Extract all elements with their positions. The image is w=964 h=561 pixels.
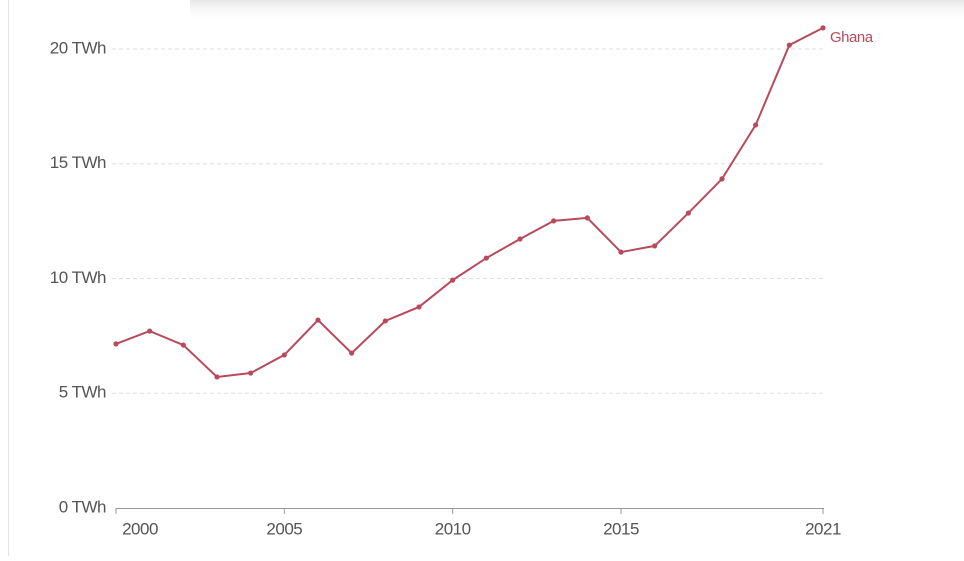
y-tick-label: 0 TWh	[59, 497, 106, 516]
point	[416, 304, 422, 310]
card-shadow	[190, 0, 964, 22]
x-tick-label: 2010	[435, 519, 471, 538]
series-label: Ghana	[830, 29, 874, 46]
y-tick-label: 10 TWh	[50, 268, 106, 287]
y-tick-label: 15 TWh	[50, 153, 106, 172]
point	[820, 25, 826, 31]
point	[349, 350, 355, 356]
point	[214, 374, 220, 380]
x-tick-label: 2005	[266, 519, 302, 538]
point	[652, 243, 658, 249]
point	[584, 215, 590, 221]
y-tick-label: 20 TWh	[50, 38, 106, 57]
point	[483, 255, 489, 261]
point	[315, 317, 321, 323]
point	[113, 341, 119, 347]
point	[786, 42, 792, 48]
point	[517, 236, 523, 242]
point	[551, 218, 557, 224]
point	[281, 352, 287, 358]
point	[147, 328, 153, 334]
point	[753, 122, 759, 128]
y-tick-label: 5 TWh	[59, 383, 106, 402]
point	[450, 277, 456, 283]
point	[719, 176, 725, 182]
x-tick-label: 2000	[122, 519, 158, 538]
point	[618, 249, 624, 255]
x-tick-label: 2015	[603, 519, 639, 538]
line	[115, 26, 824, 379]
point	[685, 210, 691, 216]
point	[180, 342, 186, 348]
x-tick-label: 2021	[805, 519, 841, 538]
point	[248, 370, 254, 376]
point	[382, 318, 388, 324]
